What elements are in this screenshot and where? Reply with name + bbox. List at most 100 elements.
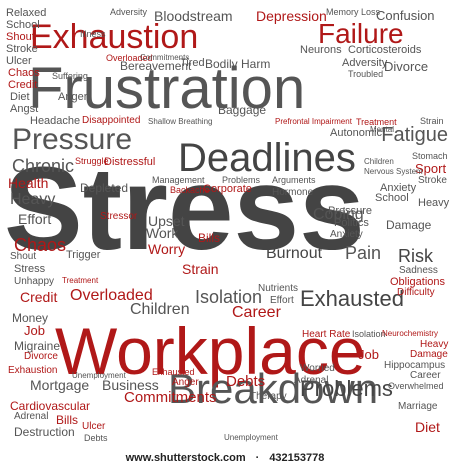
cloud-word: Job bbox=[24, 323, 45, 338]
cloud-word: Sport bbox=[415, 161, 447, 176]
cloud-word: Children bbox=[130, 301, 190, 318]
cloud-word: Stressor bbox=[100, 211, 138, 222]
cloud-word: Bloodstream bbox=[154, 8, 233, 24]
watermark-footer: www.shutterstock.com · 432153778 bbox=[0, 445, 450, 470]
cloud-word: Exhausted bbox=[300, 286, 404, 311]
cloud-word: Workplace bbox=[55, 314, 366, 388]
cloud-word: Burnout bbox=[266, 245, 323, 262]
cloud-word: Unemployment bbox=[72, 371, 126, 380]
cloud-word: Health bbox=[8, 175, 49, 191]
cloud-word: Nervous System bbox=[364, 167, 423, 176]
word-cloud: Stress Workplace Frustration Breakdown Deadl… bbox=[4, 7, 450, 443]
cloud-word: Isolation bbox=[352, 329, 386, 339]
cloud-word: Debts bbox=[84, 433, 108, 443]
cloud-word: Failure bbox=[318, 18, 404, 49]
cloud-word: Heavy bbox=[10, 191, 56, 208]
cloud-word: Chaos bbox=[8, 67, 40, 79]
cloud-word: Breakdown bbox=[168, 365, 379, 412]
cloud-word: Strain bbox=[420, 116, 444, 126]
footer-separator: · bbox=[255, 451, 260, 464]
cloud-word: Risk bbox=[398, 246, 433, 266]
cloud-word: Strain bbox=[182, 261, 219, 277]
cloud-word: Baggage bbox=[218, 103, 267, 117]
cloud-word: Stomach bbox=[412, 151, 448, 161]
cloud-word: Damage bbox=[410, 349, 448, 360]
cloud-word: Adrenal bbox=[14, 411, 49, 422]
cloud-word: Stress bbox=[14, 263, 46, 275]
cloud-word: Corporate bbox=[203, 183, 252, 195]
cloud-word: Migraine bbox=[14, 339, 61, 353]
cloud-word: Difficulty bbox=[397, 287, 435, 298]
cloud-word: Commitments bbox=[124, 389, 217, 406]
cloud-word: Anger bbox=[58, 91, 88, 103]
cloud-word: Neurons bbox=[300, 44, 342, 56]
cloud-word: Money bbox=[12, 311, 49, 325]
cloud-word: Upset bbox=[148, 213, 185, 229]
cloud-word: Neurochemistry bbox=[382, 329, 439, 338]
cloud-word: Anger bbox=[172, 377, 199, 388]
cloud-word: Backache bbox=[170, 185, 210, 195]
cloud-word: Credit bbox=[20, 289, 58, 305]
cloud-word: Effort bbox=[270, 295, 294, 306]
cloud-word: Stroke bbox=[6, 43, 38, 55]
cloud-word: Memory Loss bbox=[326, 7, 381, 17]
cloud-word: Heavy bbox=[420, 339, 449, 350]
cloud-word: Effort bbox=[18, 211, 52, 227]
cloud-word: Unhappy bbox=[14, 276, 55, 287]
cloud-word: Cardiovascular bbox=[10, 399, 91, 413]
cloud-word: Depleted bbox=[80, 181, 129, 195]
cloud-word: Management bbox=[152, 175, 205, 185]
cloud-word: Ulcer bbox=[6, 55, 32, 67]
cloud-word: Bereavement bbox=[120, 59, 192, 73]
cloud-word: Bodily Harm bbox=[205, 57, 271, 71]
cloud-word: Commitments bbox=[140, 53, 190, 62]
cloud-word: Disappointed bbox=[82, 115, 141, 126]
cloud-word: Exhaustion bbox=[8, 365, 58, 376]
cloud-word: Ulcer bbox=[82, 421, 106, 432]
cloud-word: Job bbox=[358, 347, 379, 362]
cloud-word: Hormone bbox=[272, 187, 314, 198]
cloud-word: Isolation bbox=[195, 287, 263, 307]
cloud-word: Coping bbox=[313, 206, 364, 223]
cloud-word: Distressful bbox=[104, 156, 156, 168]
cloud-word: Mortgage bbox=[30, 377, 90, 393]
footer-image-id: 432153778 bbox=[269, 451, 325, 464]
cloud-word: Adrenal bbox=[294, 375, 329, 386]
cloud-word: Divorce bbox=[384, 59, 429, 74]
cloud-word: Exhausted bbox=[152, 367, 195, 377]
cloud-word: Arguments bbox=[272, 175, 316, 185]
cloud-word: Overwhelmed bbox=[388, 381, 444, 391]
cloud-word: Credit bbox=[8, 79, 38, 91]
cloud-word: Relaxed bbox=[6, 7, 47, 19]
cloud-word: Career bbox=[410, 370, 441, 381]
cloud-word: Adversity bbox=[110, 7, 148, 17]
cloud-word: Worry bbox=[148, 241, 186, 257]
cloud-word: Corticosteroids bbox=[348, 44, 422, 56]
cloud-word: Damage bbox=[386, 218, 432, 232]
cloud-word: Problems bbox=[222, 175, 261, 185]
cloud-word: Worried bbox=[300, 363, 335, 374]
cloud-word: Trigger bbox=[66, 249, 101, 261]
cloud-word: Angst bbox=[10, 103, 39, 115]
cloud-word: Heart Rate bbox=[302, 329, 351, 340]
cloud-word: Diet bbox=[10, 91, 30, 103]
cloud-word: Shout bbox=[10, 251, 37, 262]
cloud-word: Pressure bbox=[12, 123, 133, 156]
cloud-word: Adversity bbox=[342, 57, 388, 69]
cloud-word: Pressure bbox=[328, 205, 373, 217]
cloud-word: Mental bbox=[370, 125, 395, 134]
cloud-word: Sadness bbox=[399, 265, 438, 276]
cloud-word: Suffering bbox=[52, 71, 88, 81]
cloud-word: Obligations bbox=[390, 276, 446, 288]
cloud-word: Chronic bbox=[12, 156, 75, 176]
cloud-word: Illness bbox=[80, 29, 106, 39]
cloud-word: Debts bbox=[226, 373, 266, 390]
cloud-word: Autonomic bbox=[330, 127, 382, 139]
cloud-word: Work bbox=[146, 225, 179, 241]
cloud-word: Troubled bbox=[348, 69, 384, 79]
cloud-word: Heavy bbox=[418, 197, 450, 209]
cloud-word: Chaos bbox=[14, 235, 67, 255]
cloud-word: School bbox=[6, 19, 40, 31]
cloud-word: Bills bbox=[56, 413, 79, 427]
cloud-word: Politics bbox=[334, 217, 369, 229]
